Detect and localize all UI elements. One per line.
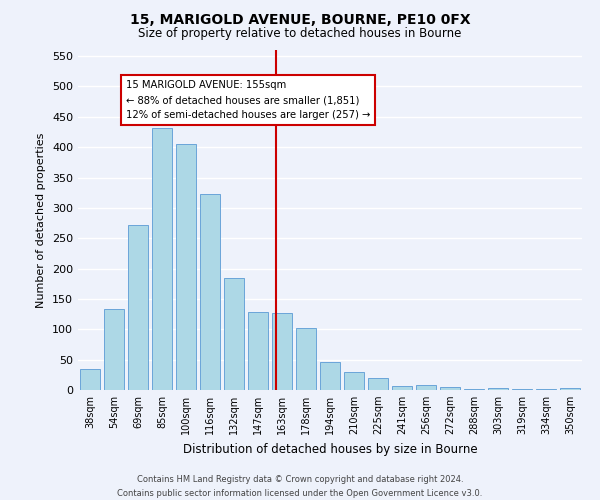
Bar: [512, 389, 532, 390]
Bar: [392, 386, 412, 390]
X-axis label: Distribution of detached houses by size in Bourne: Distribution of detached houses by size …: [182, 442, 478, 456]
Bar: [368, 378, 388, 390]
Bar: [104, 309, 124, 390]
Text: Contains HM Land Registry data © Crown copyright and database right 2024.
Contai: Contains HM Land Registry data © Crown c…: [118, 476, 482, 498]
Y-axis label: Number of detached properties: Number of detached properties: [37, 132, 46, 308]
Bar: [176, 144, 196, 390]
Bar: [320, 362, 340, 390]
Bar: [80, 369, 100, 390]
Text: 15 MARIGOLD AVENUE: 155sqm
← 88% of detached houses are smaller (1,851)
12% of s: 15 MARIGOLD AVENUE: 155sqm ← 88% of deta…: [126, 80, 370, 120]
Bar: [152, 128, 172, 390]
Bar: [200, 194, 220, 390]
Text: 15, MARIGOLD AVENUE, BOURNE, PE10 0FX: 15, MARIGOLD AVENUE, BOURNE, PE10 0FX: [130, 12, 470, 26]
Bar: [296, 328, 316, 390]
Bar: [248, 312, 268, 390]
Bar: [272, 313, 292, 390]
Bar: [344, 372, 364, 390]
Bar: [488, 388, 508, 390]
Bar: [224, 278, 244, 390]
Bar: [128, 225, 148, 390]
Bar: [440, 387, 460, 390]
Bar: [560, 388, 580, 390]
Text: Size of property relative to detached houses in Bourne: Size of property relative to detached ho…: [139, 28, 461, 40]
Bar: [464, 389, 484, 390]
Bar: [416, 385, 436, 390]
